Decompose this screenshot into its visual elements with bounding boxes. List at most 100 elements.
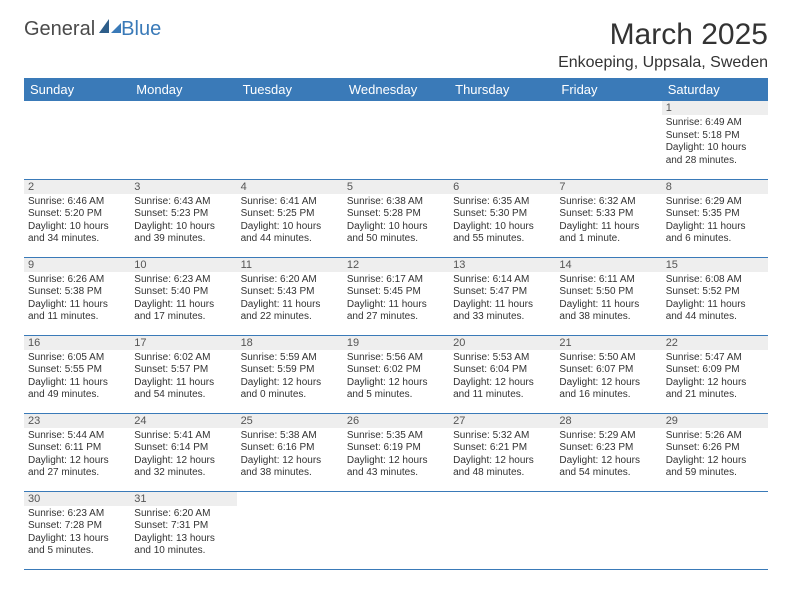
calendar-week-row: 30Sunrise: 6:23 AMSunset: 7:28 PMDayligh…	[24, 491, 768, 569]
sunset-line: Sunset: 7:31 PM	[134, 520, 232, 533]
daylight-line: Daylight: 12 hours and 27 minutes.	[28, 455, 126, 480]
sunrise-line: Sunrise: 6:02 AM	[134, 352, 232, 365]
calendar-day-cell: 11Sunrise: 6:20 AMSunset: 5:43 PMDayligh…	[237, 257, 343, 335]
sunrise-line: Sunrise: 5:47 AM	[666, 352, 764, 365]
daylight-line: Daylight: 12 hours and 11 minutes.	[453, 377, 551, 402]
sunrise-line: Sunrise: 6:05 AM	[28, 352, 126, 365]
day-number: 28	[555, 414, 661, 428]
calendar-day-cell: 16Sunrise: 6:05 AMSunset: 5:55 PMDayligh…	[24, 335, 130, 413]
calendar-day-cell: 31Sunrise: 6:20 AMSunset: 7:31 PMDayligh…	[130, 491, 236, 569]
day-body: Sunrise: 6:41 AMSunset: 5:25 PMDaylight:…	[237, 194, 343, 248]
location: Enkoeping, Uppsala, Sweden	[558, 54, 768, 72]
daylight-line: Daylight: 13 hours and 10 minutes.	[134, 533, 232, 558]
day-body: Sunrise: 5:29 AMSunset: 6:23 PMDaylight:…	[555, 428, 661, 482]
day-number: 20	[449, 336, 555, 350]
day-number: 29	[662, 414, 768, 428]
day-number: 26	[343, 414, 449, 428]
calendar-day-cell	[343, 491, 449, 569]
day-number: 27	[449, 414, 555, 428]
day-body: Sunrise: 6:38 AMSunset: 5:28 PMDaylight:…	[343, 194, 449, 248]
logo: General Blue	[24, 18, 161, 41]
sunrise-line: Sunrise: 6:41 AM	[241, 196, 339, 209]
calendar-day-cell: 23Sunrise: 5:44 AMSunset: 6:11 PMDayligh…	[24, 413, 130, 491]
day-body: Sunrise: 5:47 AMSunset: 6:09 PMDaylight:…	[662, 350, 768, 404]
header: General Blue March 2025 Enkoeping, Uppsa…	[24, 18, 768, 72]
daylight-line: Daylight: 11 hours and 6 minutes.	[666, 221, 764, 246]
weekday-header: Wednesday	[343, 78, 449, 101]
sunset-line: Sunset: 5:33 PM	[559, 208, 657, 221]
daylight-line: Daylight: 10 hours and 50 minutes.	[347, 221, 445, 246]
day-body: Sunrise: 6:26 AMSunset: 5:38 PMDaylight:…	[24, 272, 130, 326]
calendar-day-cell	[449, 101, 555, 179]
day-body: Sunrise: 6:05 AMSunset: 5:55 PMDaylight:…	[24, 350, 130, 404]
sunset-line: Sunset: 5:38 PM	[28, 286, 126, 299]
weekday-header: Saturday	[662, 78, 768, 101]
sunrise-line: Sunrise: 5:56 AM	[347, 352, 445, 365]
sunset-line: Sunset: 6:07 PM	[559, 364, 657, 377]
sunrise-line: Sunrise: 5:59 AM	[241, 352, 339, 365]
calendar-day-cell: 6Sunrise: 6:35 AMSunset: 5:30 PMDaylight…	[449, 179, 555, 257]
day-number: 5	[343, 180, 449, 194]
day-body: Sunrise: 6:32 AMSunset: 5:33 PMDaylight:…	[555, 194, 661, 248]
day-number: 14	[555, 258, 661, 272]
sunrise-line: Sunrise: 6:20 AM	[134, 508, 232, 521]
day-body: Sunrise: 5:53 AMSunset: 6:04 PMDaylight:…	[449, 350, 555, 404]
day-body: Sunrise: 6:23 AMSunset: 5:40 PMDaylight:…	[130, 272, 236, 326]
day-number: 3	[130, 180, 236, 194]
calendar-day-cell	[662, 491, 768, 569]
day-body: Sunrise: 6:29 AMSunset: 5:35 PMDaylight:…	[662, 194, 768, 248]
sunrise-line: Sunrise: 6:17 AM	[347, 274, 445, 287]
sunrise-line: Sunrise: 6:32 AM	[559, 196, 657, 209]
sunrise-line: Sunrise: 5:38 AM	[241, 430, 339, 443]
calendar-day-cell: 8Sunrise: 6:29 AMSunset: 5:35 PMDaylight…	[662, 179, 768, 257]
sunset-line: Sunset: 5:40 PM	[134, 286, 232, 299]
day-body: Sunrise: 5:56 AMSunset: 6:02 PMDaylight:…	[343, 350, 449, 404]
sunset-line: Sunset: 5:59 PM	[241, 364, 339, 377]
calendar-day-cell: 5Sunrise: 6:38 AMSunset: 5:28 PMDaylight…	[343, 179, 449, 257]
day-number: 13	[449, 258, 555, 272]
sunrise-line: Sunrise: 5:50 AM	[559, 352, 657, 365]
sunset-line: Sunset: 5:52 PM	[666, 286, 764, 299]
sunset-line: Sunset: 6:04 PM	[453, 364, 551, 377]
daylight-line: Daylight: 11 hours and 27 minutes.	[347, 299, 445, 324]
sunrise-line: Sunrise: 6:20 AM	[241, 274, 339, 287]
sunset-line: Sunset: 6:09 PM	[666, 364, 764, 377]
daylight-line: Daylight: 12 hours and 59 minutes.	[666, 455, 764, 480]
calendar-week-row: 2Sunrise: 6:46 AMSunset: 5:20 PMDaylight…	[24, 179, 768, 257]
sunrise-line: Sunrise: 6:43 AM	[134, 196, 232, 209]
sunset-line: Sunset: 6:11 PM	[28, 442, 126, 455]
day-number: 31	[130, 492, 236, 506]
day-body: Sunrise: 6:11 AMSunset: 5:50 PMDaylight:…	[555, 272, 661, 326]
day-number: 23	[24, 414, 130, 428]
calendar-table: SundayMondayTuesdayWednesdayThursdayFrid…	[24, 78, 768, 570]
month-title: March 2025	[558, 18, 768, 52]
calendar-day-cell: 15Sunrise: 6:08 AMSunset: 5:52 PMDayligh…	[662, 257, 768, 335]
calendar-day-cell: 9Sunrise: 6:26 AMSunset: 5:38 PMDaylight…	[24, 257, 130, 335]
sunrise-line: Sunrise: 5:32 AM	[453, 430, 551, 443]
day-body: Sunrise: 5:59 AMSunset: 5:59 PMDaylight:…	[237, 350, 343, 404]
day-number: 16	[24, 336, 130, 350]
daylight-line: Daylight: 11 hours and 49 minutes.	[28, 377, 126, 402]
sunrise-line: Sunrise: 5:53 AM	[453, 352, 551, 365]
day-body: Sunrise: 6:02 AMSunset: 5:57 PMDaylight:…	[130, 350, 236, 404]
day-number: 15	[662, 258, 768, 272]
calendar-week-row: 23Sunrise: 5:44 AMSunset: 6:11 PMDayligh…	[24, 413, 768, 491]
day-number: 8	[662, 180, 768, 194]
sunset-line: Sunset: 6:23 PM	[559, 442, 657, 455]
day-body: Sunrise: 6:43 AMSunset: 5:23 PMDaylight:…	[130, 194, 236, 248]
calendar-day-cell: 3Sunrise: 6:43 AMSunset: 5:23 PMDaylight…	[130, 179, 236, 257]
calendar-day-cell	[343, 101, 449, 179]
logo-text-2: Blue	[121, 18, 161, 41]
calendar-day-cell: 12Sunrise: 6:17 AMSunset: 5:45 PMDayligh…	[343, 257, 449, 335]
sunrise-line: Sunrise: 6:11 AM	[559, 274, 657, 287]
day-body: Sunrise: 5:35 AMSunset: 6:19 PMDaylight:…	[343, 428, 449, 482]
calendar-day-cell: 30Sunrise: 6:23 AMSunset: 7:28 PMDayligh…	[24, 491, 130, 569]
sunset-line: Sunset: 6:26 PM	[666, 442, 764, 455]
weekday-header: Tuesday	[237, 78, 343, 101]
day-body: Sunrise: 6:20 AMSunset: 7:31 PMDaylight:…	[130, 506, 236, 560]
sunrise-line: Sunrise: 6:23 AM	[28, 508, 126, 521]
daylight-line: Daylight: 12 hours and 21 minutes.	[666, 377, 764, 402]
sail-icon	[97, 17, 123, 35]
calendar-day-cell	[130, 101, 236, 179]
logo-text-1: General	[24, 18, 95, 41]
